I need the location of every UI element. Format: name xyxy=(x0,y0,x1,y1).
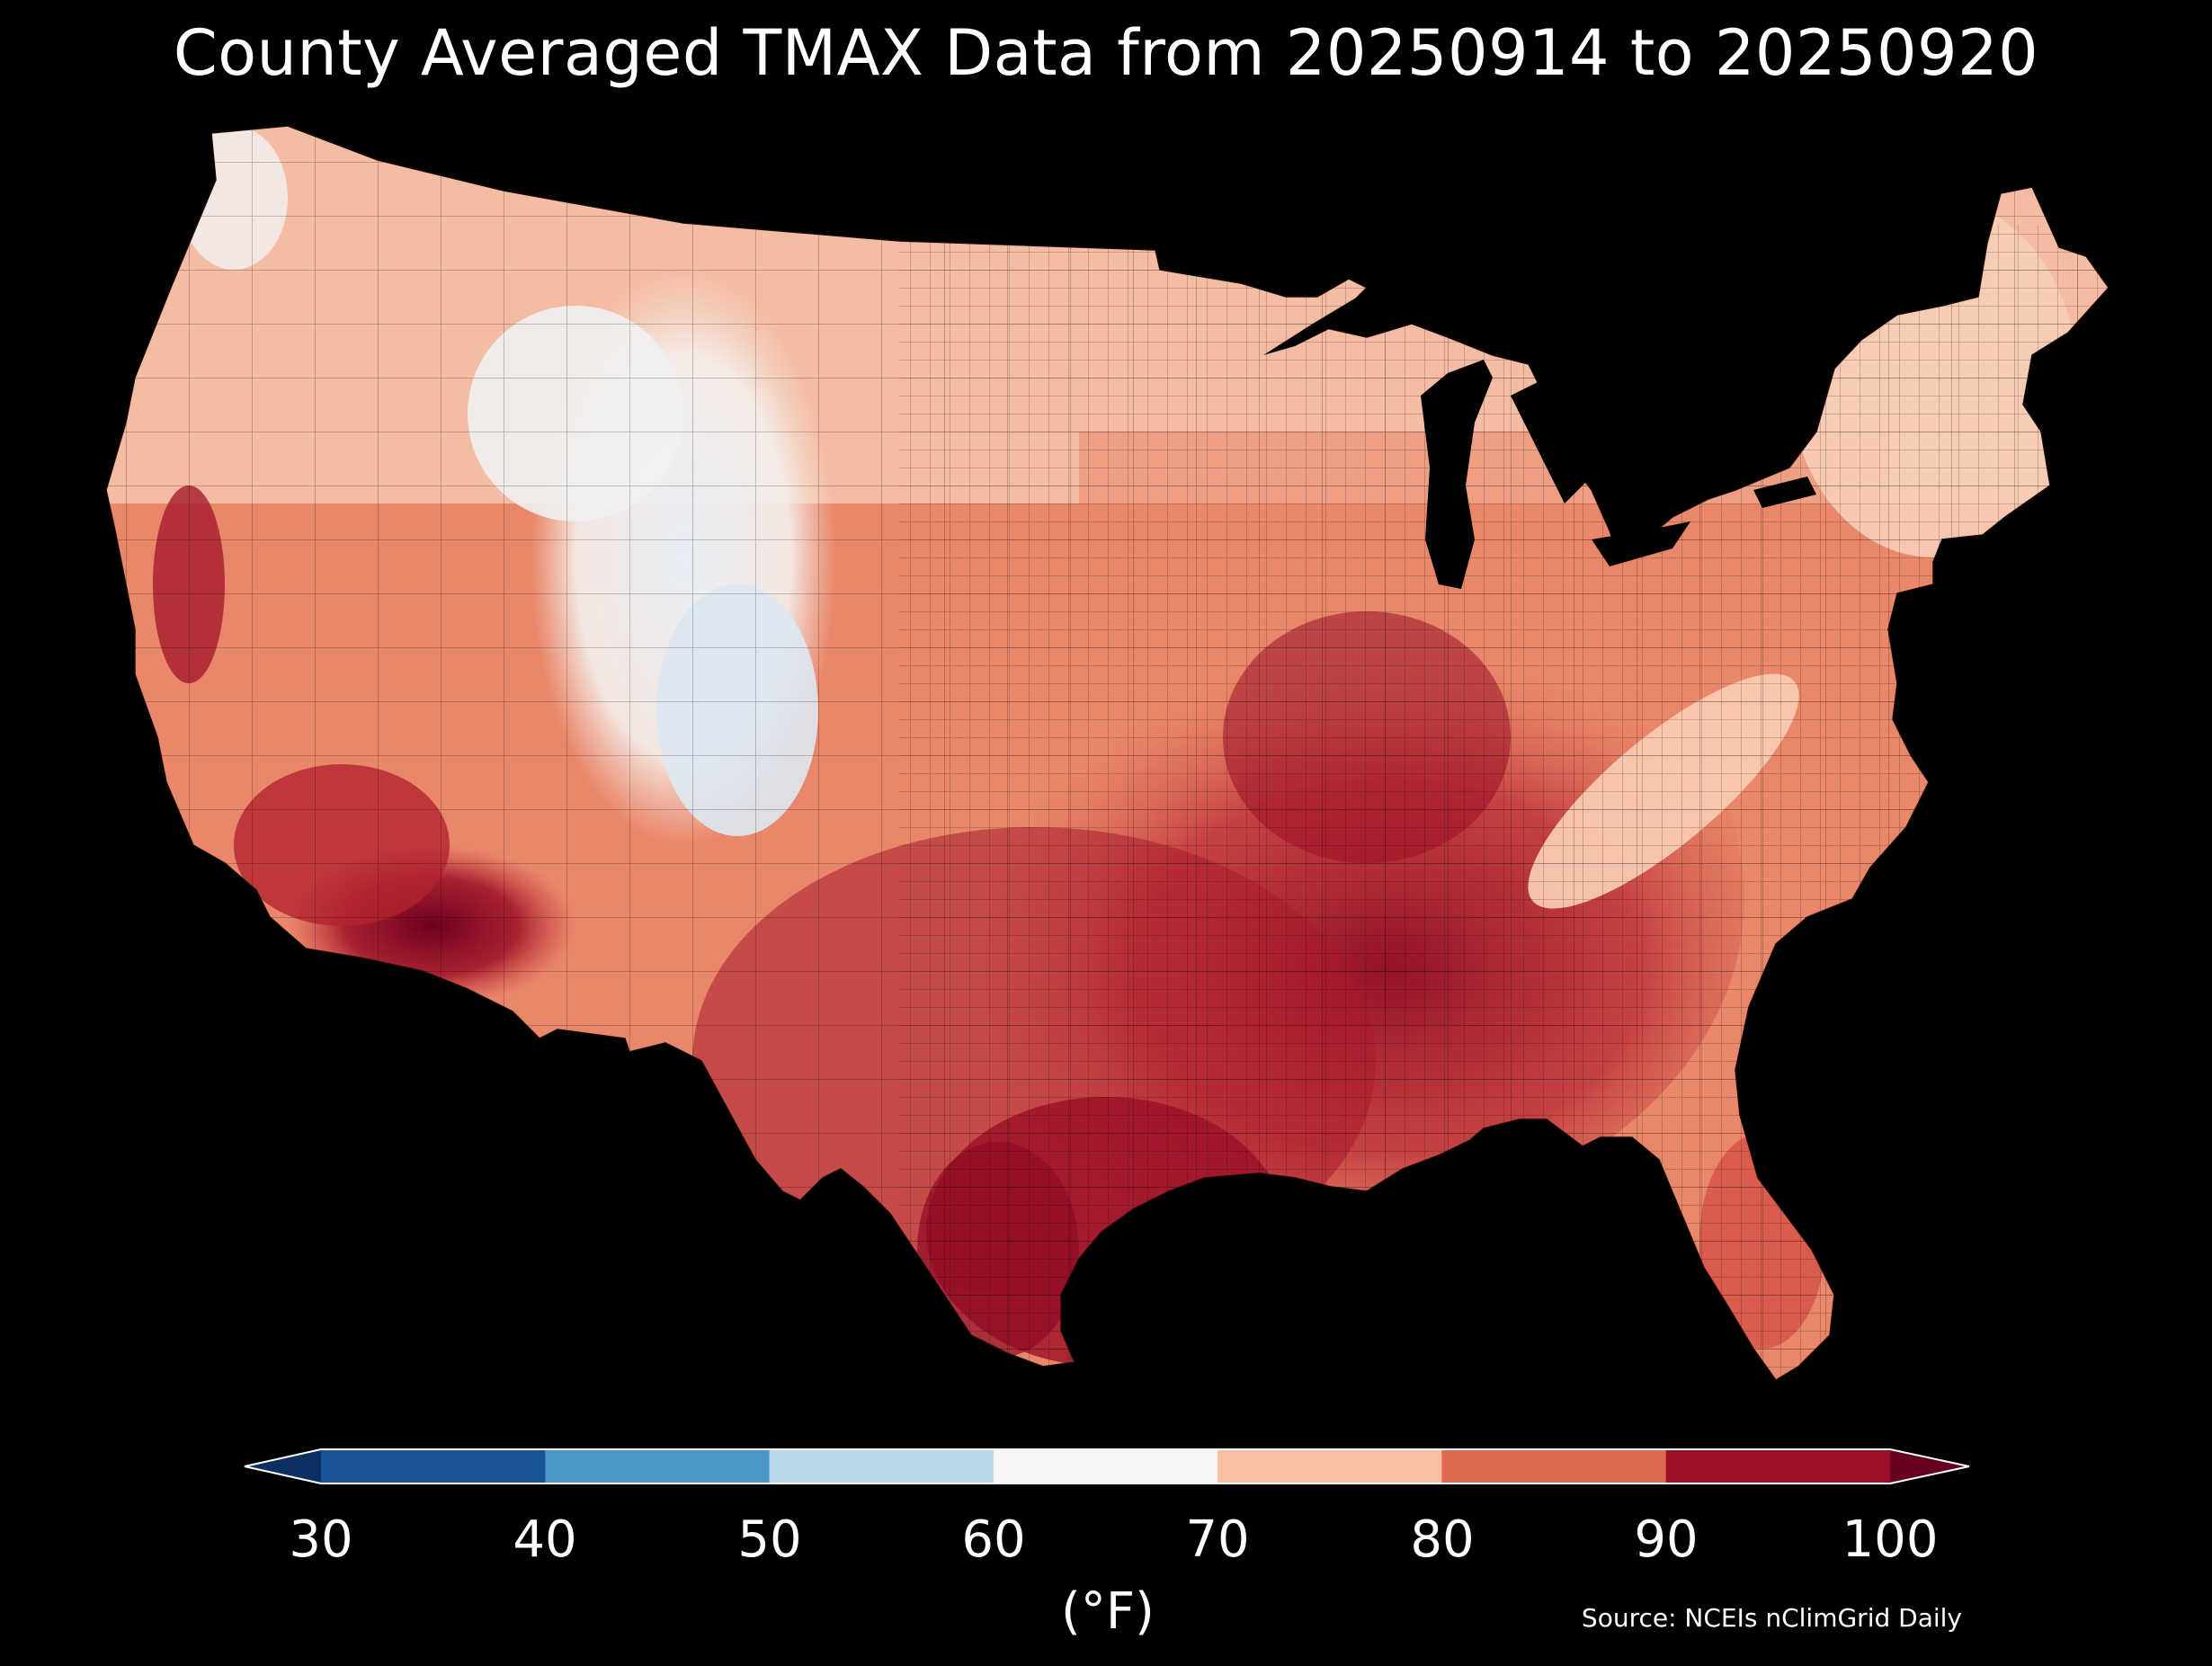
unit-label: (°F) xyxy=(1061,1582,1155,1641)
map-svg xyxy=(105,125,2109,1381)
tick-label: 60 xyxy=(961,1510,1026,1569)
colorbar-bins xyxy=(244,1448,1970,1484)
tick-label: 30 xyxy=(289,1510,353,1569)
tick-label: 50 xyxy=(737,1510,802,1569)
tick-label: 80 xyxy=(1410,1510,1475,1569)
colorbar-bin xyxy=(321,1449,546,1483)
us-county-map xyxy=(105,125,2109,1381)
tick-label: 100 xyxy=(1842,1510,1939,1569)
tick-label: 70 xyxy=(1185,1510,1250,1569)
colorbar xyxy=(244,1448,1970,1484)
tick-label: 90 xyxy=(1634,1510,1699,1569)
tick-label: 40 xyxy=(513,1510,577,1569)
colorbar-bin xyxy=(545,1449,771,1483)
map-title: County Averaged TMAX Data from 20250914 … xyxy=(173,16,2039,90)
source-credit: Source: NCEIs nClimGrid Daily xyxy=(1581,1603,1962,1633)
colorbar-bin xyxy=(993,1449,1218,1483)
colorbar-bin xyxy=(1441,1449,1667,1483)
map-fill xyxy=(106,126,2109,1380)
colorbar-bin xyxy=(1665,1449,1891,1483)
colorbar-ticks: 30 40 50 60 70 80 90 100 xyxy=(0,1510,2212,1582)
colorbar-under-arrow xyxy=(245,1449,321,1483)
great-lakes xyxy=(1263,286,1816,589)
colorbar-over-arrow xyxy=(1890,1449,1969,1483)
colorbar-outline xyxy=(244,1448,1970,1484)
colorbar-bin xyxy=(1217,1449,1442,1483)
colorbar-bin xyxy=(769,1449,995,1483)
